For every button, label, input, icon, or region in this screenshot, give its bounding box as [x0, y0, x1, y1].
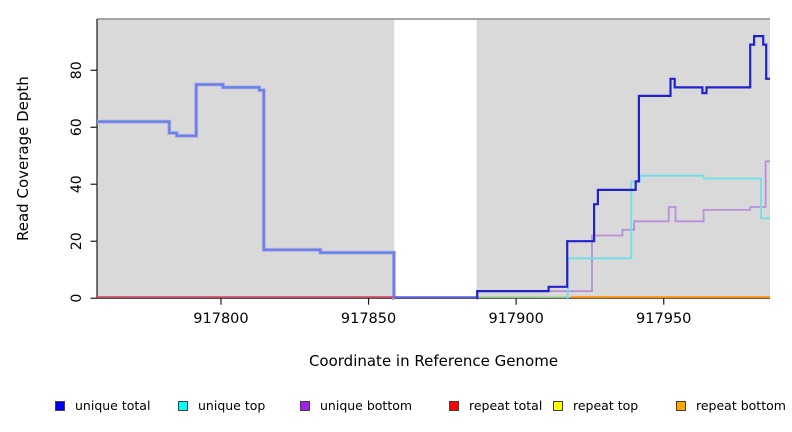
legend-swatch-repeat-total [449, 401, 459, 411]
y-tick-label: 60 [69, 118, 85, 136]
legend-item-repeat-total: repeat total [449, 396, 542, 416]
legend-swatch-unique-bottom [300, 401, 310, 411]
legend-label-repeat-total: repeat total [469, 398, 543, 413]
panel-right [476, 19, 770, 299]
legend-label-unique-top: unique top [198, 398, 266, 413]
series-unique-top-bottom-overlap-left-block- [97, 83, 395, 300]
y-axis-title: Read Coverage Depth [14, 76, 32, 241]
legend-label-repeat-top: repeat top [573, 398, 639, 413]
legend-label-repeat-bottom: repeat bottom [696, 398, 786, 413]
legend-label-unique-total: unique total [75, 398, 151, 413]
legend-swatch-repeat-bottom [676, 401, 686, 411]
x-tick-label: 917800 [193, 311, 248, 327]
x-axis-title: Coordinate in Reference Genome [309, 352, 558, 370]
plot-legend: unique total unique top unique bottom re… [0, 396, 792, 422]
legend-item-repeat-bottom: repeat bottom [676, 396, 786, 416]
legend-swatch-repeat-top [553, 401, 563, 411]
legend-swatch-unique-total [55, 401, 65, 411]
legend-item-unique-top: unique top [178, 396, 265, 416]
x-tick-label: 917900 [488, 311, 543, 327]
legend-item-unique-total: unique total [55, 396, 150, 416]
legend-label-unique-bottom: unique bottom [320, 398, 413, 413]
legend-item-unique-bottom: unique bottom [300, 396, 412, 416]
coverage-plot-canvas: 0 20 40 60 80 917800 917850 917900 917950 Read Co… [14, 18, 770, 370]
y-tick-label: 0 [69, 294, 85, 303]
x-tick-label: 917850 [341, 311, 396, 327]
x-tick-label: 917950 [636, 311, 691, 327]
legend-item-repeat-top: repeat top [553, 396, 638, 416]
series-unique-total [476, 34, 770, 300]
y-tick-label: 40 [69, 175, 85, 193]
y-tick-label: 80 [69, 61, 85, 79]
series-unique-bottom [476, 160, 770, 293]
y-tick-label: 20 [69, 232, 85, 250]
legend-swatch-unique-top [178, 401, 188, 411]
panel-left [97, 19, 395, 299]
